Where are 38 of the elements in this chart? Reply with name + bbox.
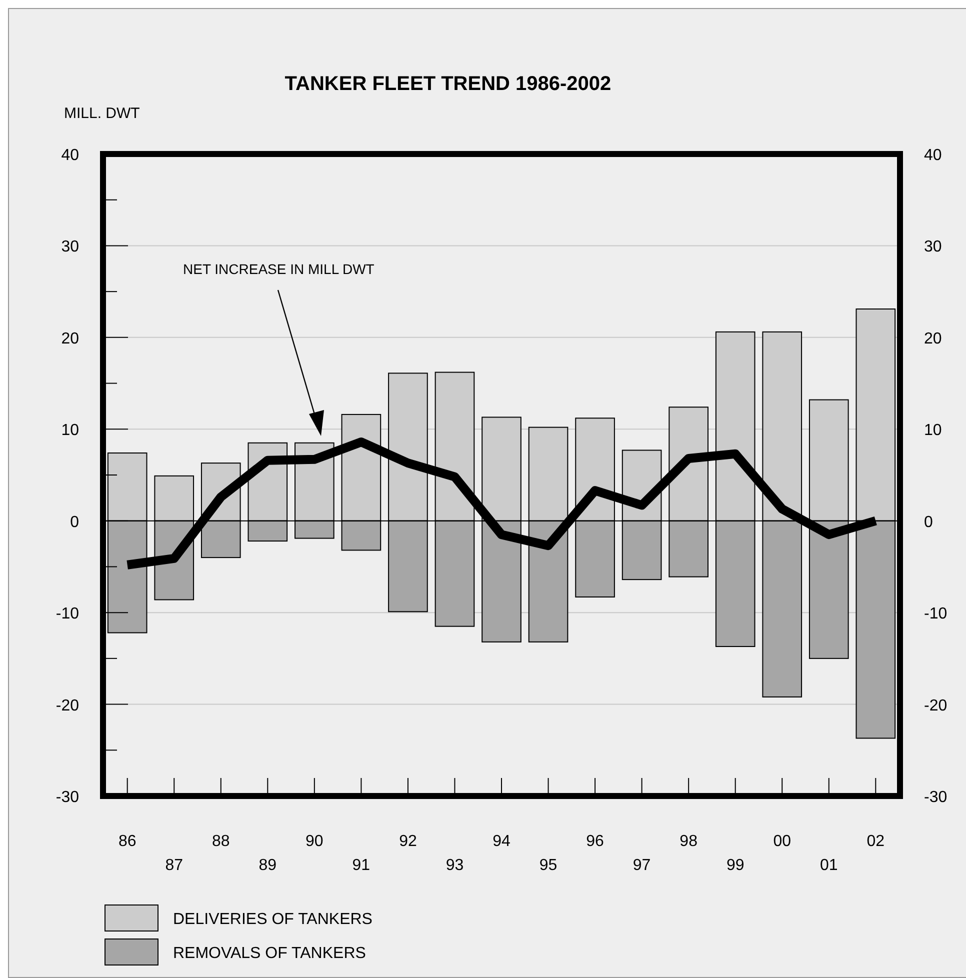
y2-tick-label: 30 (924, 238, 942, 256)
y-tick-label: -20 (56, 697, 80, 714)
x-tick-label: 87 (165, 857, 184, 874)
y2-tick-label: 40 (924, 147, 942, 164)
x-tick-label: 97 (632, 857, 651, 874)
x-tick-label: 88 (212, 833, 230, 850)
legend-label: DELIVERIES OF TANKERS (173, 911, 372, 928)
y-tick-label: 20 (61, 330, 80, 348)
x-tick-label: 89 (258, 857, 277, 874)
x-tick-label: 86 (118, 833, 136, 850)
y2-tick-label: 10 (924, 422, 942, 440)
y2-tick-label: 0 (924, 514, 933, 531)
x-tick-label: 00 (773, 833, 792, 850)
x-tick-label: 96 (586, 833, 604, 850)
y-tick-label: 10 (61, 422, 80, 440)
y2-tick-label: -20 (924, 697, 948, 714)
annotation: NET INCREASE IN MILL DWT (183, 261, 375, 277)
x-tick-label: 93 (446, 857, 464, 874)
y-tick-label: 0 (70, 514, 80, 531)
legend-label: REMOVALS OF TANKERS (173, 945, 366, 962)
chart-title: TANKER FLEET TREND 1986-2002 (284, 73, 612, 95)
x-tick-label: 98 (680, 833, 698, 850)
y2-tick-label: -10 (924, 606, 948, 623)
y-tick-label: 40 (61, 147, 80, 164)
y-tick-label: -30 (56, 789, 80, 806)
y2-tick-label: -30 (924, 789, 948, 806)
x-tick-label: 95 (539, 857, 558, 874)
y-tick-label: 30 (61, 238, 80, 256)
x-tick-label: 90 (306, 833, 324, 850)
y-tick-label: -10 (56, 606, 80, 623)
x-tick-label: 99 (726, 857, 744, 874)
x-tick-label: 02 (866, 833, 885, 850)
x-tick-label: 92 (399, 833, 417, 850)
x-tick-label: 94 (492, 833, 510, 850)
y2-tick-label: 20 (924, 330, 942, 348)
y-axis-title: MILL. DWT (64, 105, 140, 122)
x-tick-label: 01 (820, 857, 838, 874)
x-tick-label: 91 (352, 857, 370, 874)
